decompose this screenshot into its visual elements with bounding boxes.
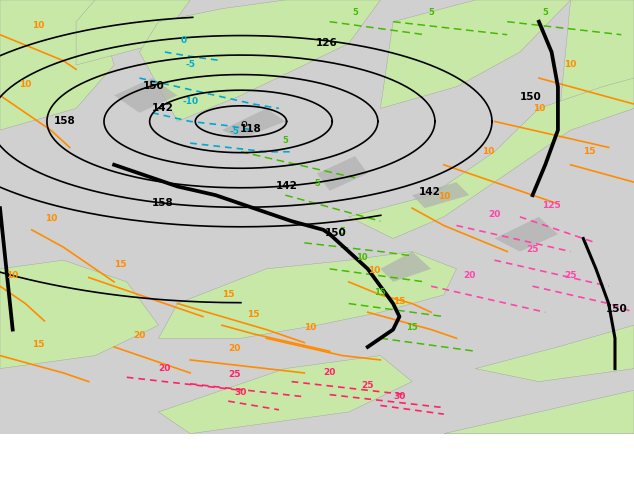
Polygon shape — [114, 78, 178, 113]
Text: 30: 30 — [393, 392, 406, 401]
Text: 15: 15 — [247, 310, 260, 318]
Text: 15: 15 — [222, 290, 235, 299]
Text: 10: 10 — [533, 103, 545, 113]
Text: 150: 150 — [325, 228, 347, 238]
Text: 126: 126 — [316, 38, 337, 48]
Text: 25: 25 — [228, 370, 241, 379]
Polygon shape — [76, 0, 190, 65]
Polygon shape — [476, 325, 634, 382]
Text: 10: 10 — [6, 270, 19, 279]
Text: 125: 125 — [542, 201, 561, 210]
Text: 15: 15 — [375, 288, 386, 297]
Text: 5: 5 — [428, 8, 434, 17]
Text: 15: 15 — [393, 296, 406, 306]
Text: 15: 15 — [583, 147, 596, 156]
Text: 10: 10 — [19, 80, 32, 89]
Text: 10: 10 — [368, 266, 380, 275]
Polygon shape — [139, 0, 380, 122]
Text: Height/Temp. 850 hPa [gdmp][°C] ECMWF: Height/Temp. 850 hPa [gdmp][°C] ECMWF — [6, 448, 284, 462]
Text: 10: 10 — [482, 147, 495, 156]
Text: 5: 5 — [352, 8, 358, 17]
Text: 150: 150 — [143, 81, 164, 91]
Text: 0: 0 — [181, 36, 187, 46]
Text: 5: 5 — [314, 179, 320, 189]
Text: 118: 118 — [240, 124, 261, 134]
Polygon shape — [380, 251, 431, 282]
Text: 20: 20 — [228, 344, 241, 353]
Text: 10: 10 — [356, 253, 367, 262]
Text: -5: -5 — [230, 127, 240, 136]
Text: 10: 10 — [564, 60, 577, 69]
Text: 15: 15 — [114, 260, 127, 269]
Text: 5: 5 — [339, 227, 346, 236]
Polygon shape — [558, 0, 634, 130]
Text: 142: 142 — [152, 102, 174, 113]
Text: 5: 5 — [282, 136, 288, 145]
Text: o: o — [241, 119, 247, 128]
Text: 20: 20 — [133, 331, 146, 340]
Polygon shape — [317, 156, 368, 191]
Polygon shape — [444, 390, 634, 434]
Text: -5: -5 — [185, 60, 195, 69]
Polygon shape — [0, 0, 114, 130]
Polygon shape — [380, 0, 571, 108]
Text: 10: 10 — [304, 322, 317, 332]
Text: 25: 25 — [526, 245, 539, 253]
Text: -10: -10 — [182, 97, 198, 106]
Text: 10: 10 — [32, 21, 44, 30]
Text: ©weatheronline.co.uk: ©weatheronline.co.uk — [503, 475, 628, 485]
Polygon shape — [158, 356, 412, 434]
Text: 10: 10 — [44, 214, 57, 223]
Text: 10: 10 — [437, 193, 450, 201]
Text: 20: 20 — [158, 364, 171, 373]
Text: 158: 158 — [54, 116, 75, 125]
Text: 5: 5 — [542, 8, 548, 17]
Text: 142: 142 — [276, 181, 298, 191]
Text: 25: 25 — [361, 381, 374, 390]
Polygon shape — [412, 182, 469, 208]
Text: 158: 158 — [152, 198, 174, 208]
Text: 20: 20 — [323, 368, 336, 377]
Text: 30: 30 — [235, 388, 247, 396]
Text: 150: 150 — [520, 92, 541, 102]
Polygon shape — [349, 78, 634, 239]
Text: 150: 150 — [605, 304, 627, 314]
Text: 25: 25 — [564, 270, 577, 279]
Polygon shape — [495, 217, 558, 251]
Text: 15: 15 — [406, 322, 418, 332]
Text: Mo 03-06-2024 15:00 UTC (12+03): Mo 03-06-2024 15:00 UTC (12+03) — [368, 448, 600, 462]
Polygon shape — [158, 251, 456, 338]
Text: 142: 142 — [418, 187, 441, 197]
Polygon shape — [0, 260, 158, 368]
Polygon shape — [222, 108, 285, 139]
Text: 20: 20 — [463, 270, 476, 279]
Text: 20: 20 — [488, 210, 501, 219]
Text: 15: 15 — [32, 340, 44, 349]
